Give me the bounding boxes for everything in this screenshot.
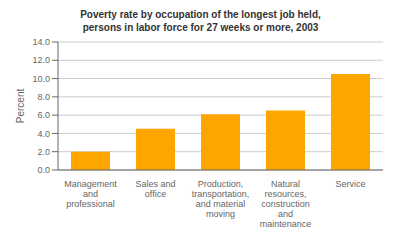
svg-text:4.0: 4.0 (37, 129, 50, 139)
svg-text:12.0: 12.0 (32, 55, 50, 65)
svg-text:2.0: 2.0 (37, 147, 50, 157)
svg-text:8.0: 8.0 (37, 92, 50, 102)
svg-text:14.0: 14.0 (32, 37, 50, 47)
svg-text:Service: Service (335, 179, 365, 189)
svg-text:Percent: Percent (15, 89, 26, 124)
svg-text:Managementandprofessional: Managementandprofessional (64, 179, 117, 209)
html-text:Poverty rate by occupation of: Poverty rate by occupation of the longes… (80, 9, 321, 20)
svg-text:Naturalresources,constructiona: Naturalresources,constructionandmaintena… (260, 179, 312, 229)
svg-text:10.0: 10.0 (32, 74, 50, 84)
html-text:persons in labor force for 27: persons in labor force for 27 weeks or m… (82, 22, 319, 33)
svg-text:Sales andoffice: Sales andoffice (135, 179, 175, 199)
svg-text:0.0: 0.0 (37, 165, 50, 175)
svg-text:6.0: 6.0 (37, 110, 50, 120)
svg-text:Production,transportation,and: Production,transportation,and materialmo… (192, 179, 250, 219)
